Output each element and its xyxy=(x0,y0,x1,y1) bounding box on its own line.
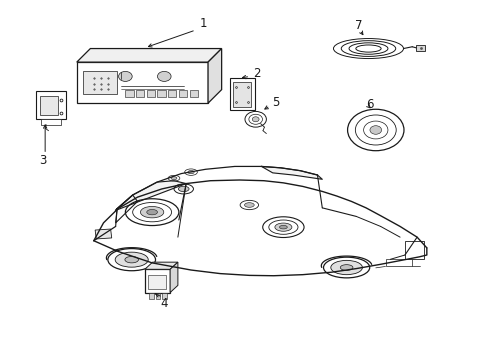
Ellipse shape xyxy=(146,210,157,215)
Polygon shape xyxy=(144,262,178,269)
Ellipse shape xyxy=(174,184,193,194)
Bar xyxy=(162,293,167,299)
Bar xyxy=(136,90,144,97)
Polygon shape xyxy=(77,49,221,62)
Circle shape xyxy=(157,71,171,81)
Bar xyxy=(146,90,155,97)
Circle shape xyxy=(252,117,259,122)
Circle shape xyxy=(118,71,132,81)
Bar xyxy=(36,91,65,119)
Ellipse shape xyxy=(340,265,352,270)
Circle shape xyxy=(355,115,395,145)
Ellipse shape xyxy=(168,175,180,181)
Bar xyxy=(95,229,111,239)
Circle shape xyxy=(347,109,403,151)
Circle shape xyxy=(369,126,381,134)
Bar xyxy=(415,45,424,51)
Ellipse shape xyxy=(240,201,258,210)
Bar xyxy=(189,90,198,97)
Bar xyxy=(40,96,58,115)
Circle shape xyxy=(363,121,387,139)
Text: 4: 4 xyxy=(160,297,168,310)
Ellipse shape xyxy=(124,256,138,263)
Text: 5: 5 xyxy=(272,96,279,109)
Ellipse shape xyxy=(171,177,177,180)
Bar xyxy=(148,293,153,299)
Bar xyxy=(41,119,61,125)
Text: 7: 7 xyxy=(354,19,362,32)
Ellipse shape xyxy=(244,203,254,207)
Bar xyxy=(157,90,165,97)
Polygon shape xyxy=(116,181,186,210)
Ellipse shape xyxy=(323,257,369,278)
Ellipse shape xyxy=(115,252,148,267)
Ellipse shape xyxy=(268,220,297,234)
Ellipse shape xyxy=(125,199,179,226)
Bar xyxy=(125,90,133,97)
Circle shape xyxy=(248,114,262,124)
Text: 6: 6 xyxy=(365,98,372,111)
Bar xyxy=(404,241,424,258)
Bar xyxy=(229,78,255,111)
Ellipse shape xyxy=(184,169,197,175)
Text: 3: 3 xyxy=(39,154,46,167)
Circle shape xyxy=(244,111,266,127)
Ellipse shape xyxy=(262,217,304,238)
Polygon shape xyxy=(116,195,137,223)
Ellipse shape xyxy=(274,223,291,231)
Bar xyxy=(155,293,160,299)
Ellipse shape xyxy=(140,206,163,218)
Ellipse shape xyxy=(330,260,362,275)
Text: 1: 1 xyxy=(199,17,206,30)
Bar xyxy=(385,258,411,266)
Ellipse shape xyxy=(178,186,189,192)
Ellipse shape xyxy=(108,249,155,271)
Polygon shape xyxy=(170,262,178,293)
Bar xyxy=(168,90,176,97)
Bar xyxy=(179,90,187,97)
Bar xyxy=(144,269,170,293)
Ellipse shape xyxy=(187,171,194,174)
Bar xyxy=(232,82,251,107)
Text: 2: 2 xyxy=(252,67,260,80)
Polygon shape xyxy=(261,166,322,179)
Bar xyxy=(77,62,207,103)
Polygon shape xyxy=(207,49,221,103)
Ellipse shape xyxy=(132,203,171,222)
Ellipse shape xyxy=(279,225,287,229)
Bar xyxy=(147,275,166,289)
Bar xyxy=(82,71,116,94)
